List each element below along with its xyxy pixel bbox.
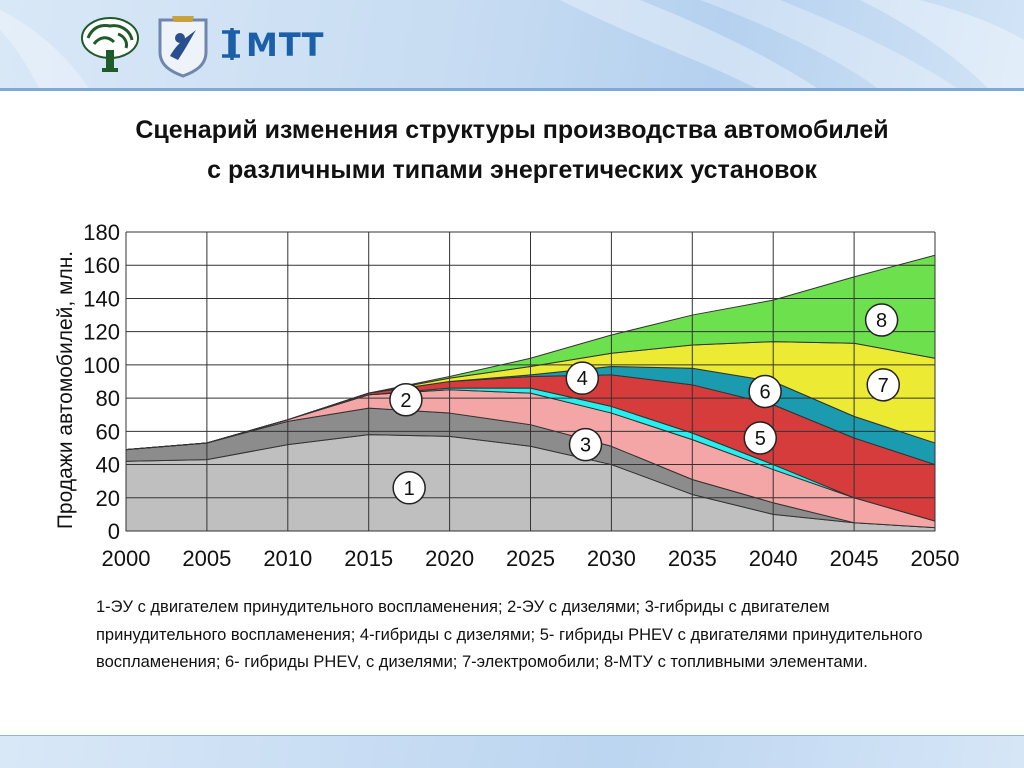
- x-tick-label: 2015: [344, 546, 393, 568]
- x-tick-layer: 2000 2005 2010 2015 2020 2025 2030 2035 2040 2045…: [102, 546, 960, 568]
- y-tick-label: 20: [96, 486, 120, 511]
- series-label-3: 3: [580, 435, 591, 457]
- x-tick-label: 2040: [749, 546, 798, 568]
- x-tick-label: 2050: [911, 546, 960, 568]
- series-label-4: 4: [577, 368, 588, 390]
- x-tick-label: 2005: [182, 546, 231, 568]
- x-tick-label: 2010: [263, 546, 312, 568]
- series-label-1: 1: [404, 478, 415, 500]
- mtt-logo-icon: [222, 28, 240, 60]
- y-tick-label: 140: [83, 286, 120, 311]
- x-tick-label: 2025: [506, 546, 555, 568]
- x-tick-label: 2045: [830, 546, 879, 568]
- series-marker-5: [743, 421, 778, 455]
- y-tick-label: 40: [96, 453, 120, 478]
- x-tick-label: 2035: [668, 546, 717, 568]
- series-marker-6: [748, 374, 782, 409]
- x-tick-label: 2020: [425, 546, 474, 568]
- y-axis-label: Продажи автомобилей, млн.: [54, 251, 77, 529]
- slide-footer: [0, 736, 1024, 768]
- series-marker-1: [392, 471, 426, 505]
- y-tick-label: 60: [96, 419, 120, 444]
- y-tick-layer: 0 20 40 60 80 100 120 140 160 180: [83, 222, 120, 544]
- grid-layer: [125, 231, 936, 532]
- series-label-layer: 1 2 3 4 5 6 7 8: [389, 303, 900, 505]
- y-tick-label: 100: [83, 353, 120, 378]
- series-label-8: 8: [876, 310, 887, 332]
- series-marker-3: [568, 427, 603, 462]
- y-tick-label: 120: [83, 320, 120, 345]
- series-marker-8: [864, 303, 899, 337]
- brand-name: МТТ: [246, 26, 325, 64]
- legend-caption: 1-ЭУ с двигателем принудительного воспла…: [96, 598, 923, 671]
- y-tick-label: 0: [108, 519, 120, 544]
- series-label-6: 6: [760, 381, 771, 403]
- slide-title: Сценарий изменения структуры производств…: [135, 116, 889, 184]
- slide-header: [0, 0, 1024, 90]
- shield-emblem-icon: [158, 16, 208, 78]
- series-marker-4: [565, 361, 600, 395]
- x-tick-label: 2030: [587, 546, 636, 568]
- series-label-2: 2: [400, 390, 411, 412]
- y-tick-label: 80: [96, 386, 120, 411]
- series-label-7: 7: [878, 375, 889, 397]
- y-tick-label: 180: [83, 222, 120, 245]
- x-tick-label: 2000: [102, 546, 151, 568]
- series-marker-7: [866, 368, 900, 402]
- y-tick-label: 160: [83, 253, 120, 278]
- series-label-5: 5: [755, 428, 766, 450]
- tree-logo-icon: [81, 17, 139, 72]
- header-wave-decoration: [0, 0, 1024, 90]
- series-marker-2: [389, 383, 423, 417]
- header-divider: [0, 88, 1024, 91]
